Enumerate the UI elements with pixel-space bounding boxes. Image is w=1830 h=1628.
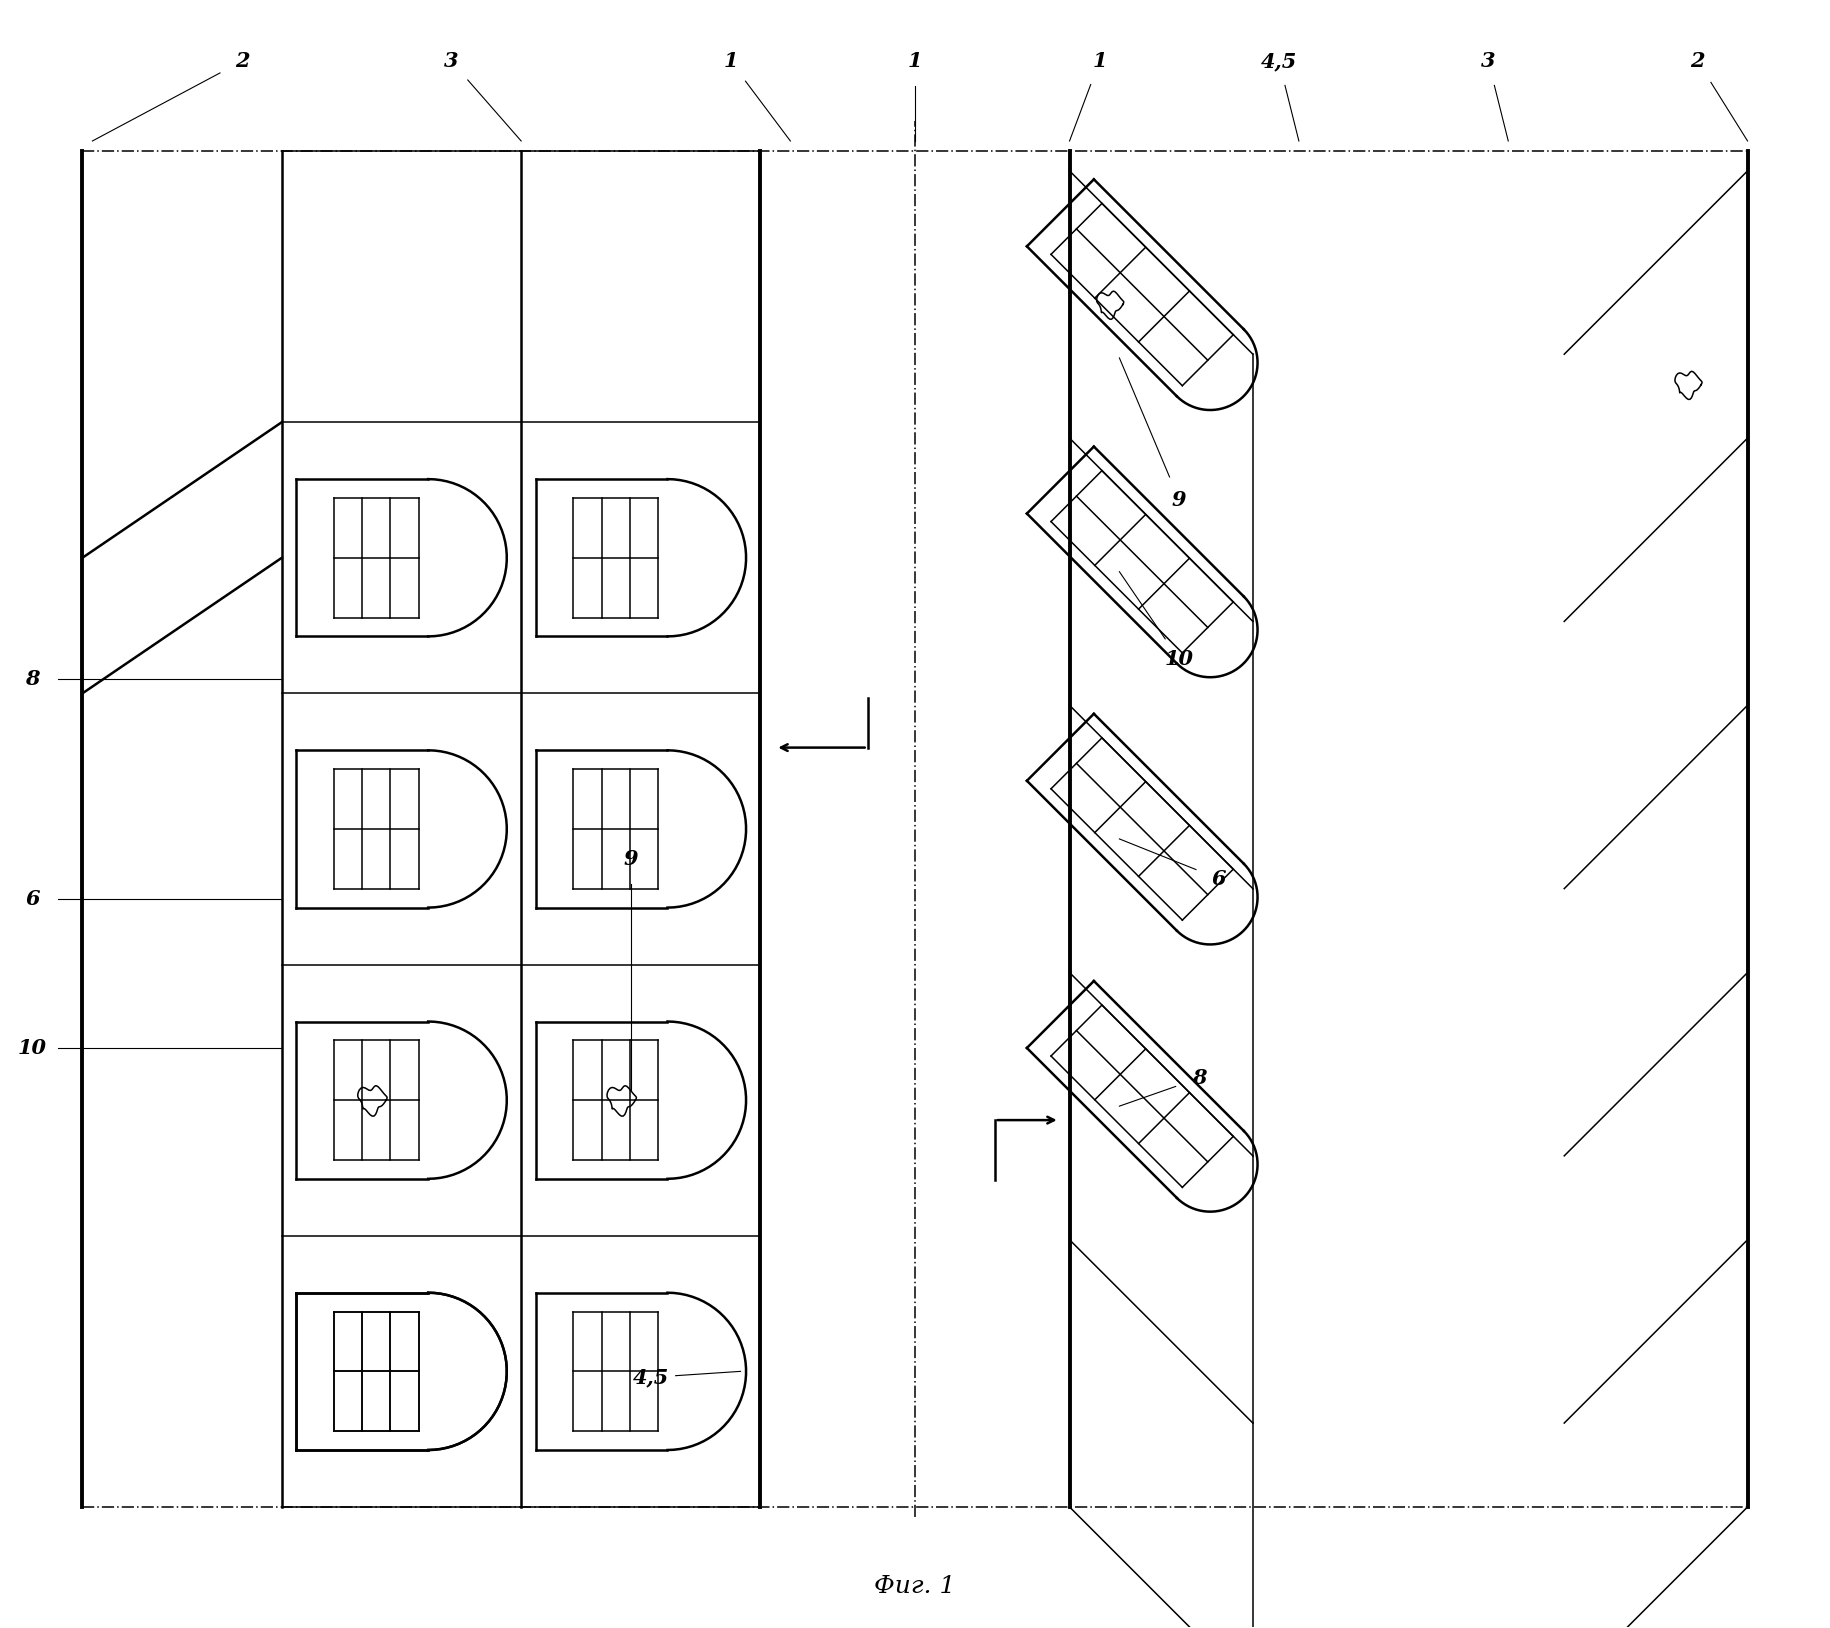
Text: 3: 3 [445,50,459,72]
Text: Фиг. 1: Фиг. 1 [875,1576,955,1599]
Text: 1: 1 [723,50,737,72]
Text: 8: 8 [26,669,40,689]
Text: 9: 9 [1171,490,1186,510]
Text: 1: 1 [1093,50,1107,72]
Text: 2: 2 [234,50,249,72]
Text: 10: 10 [18,1039,48,1058]
Text: 4,5: 4,5 [633,1368,670,1387]
Text: 8: 8 [1191,1068,1206,1088]
Text: 1: 1 [908,50,922,72]
Text: 6: 6 [26,889,40,908]
Text: 2: 2 [1691,50,1706,72]
Text: 10: 10 [1164,650,1193,669]
Text: 6: 6 [1211,869,1226,889]
Text: 9: 9 [624,848,639,869]
Text: 3: 3 [1480,50,1495,72]
Text: 4,5: 4,5 [1261,50,1297,72]
